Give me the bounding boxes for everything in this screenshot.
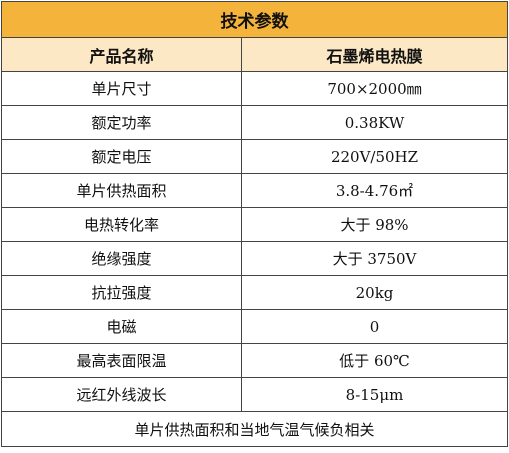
param-label: 抗拉强度 — [1, 275, 242, 310]
param-label: 单片供热面积 — [1, 173, 242, 208]
param-label: 额定电压 — [1, 139, 242, 174]
table-row: 单片供热面积 3.8-4.76㎡ — [1, 173, 508, 208]
header-cell-product: 石墨烯电热膜 — [241, 37, 508, 72]
param-label: 最高表面限温 — [1, 343, 242, 378]
param-value: 20kg — [241, 275, 508, 310]
table-row: 单片尺寸 700×2000㎜ — [1, 71, 508, 106]
table-row: 远红外线波长 8-15μm — [1, 377, 508, 412]
table-row: 最高表面限温 低于 60℃ — [1, 343, 508, 378]
param-value: 8-15μm — [241, 377, 508, 412]
param-label: 远红外线波长 — [1, 377, 242, 412]
param-label: 额定功率 — [1, 105, 242, 140]
table-row: 电磁 0 — [1, 309, 508, 344]
param-value: 0 — [241, 309, 508, 344]
param-value: 700×2000㎜ — [241, 71, 508, 106]
table-row: 电热转化率 大于 98% — [1, 207, 508, 242]
param-value: 大于 3750V — [241, 241, 508, 276]
param-value: 220V/50HZ — [241, 139, 508, 174]
table-row: 额定功率 0.38KW — [1, 105, 508, 140]
title-row: 技术参数 — [1, 1, 508, 38]
header-cell-name: 产品名称 — [1, 37, 242, 72]
param-label: 电热转化率 — [1, 207, 242, 242]
header-row: 产品名称 石墨烯电热膜 — [1, 37, 508, 72]
table-row: 绝缘强度 大于 3750V — [1, 241, 508, 276]
param-value: 3.8-4.76㎡ — [241, 173, 508, 208]
param-value: 低于 60℃ — [241, 343, 508, 378]
param-label: 绝缘强度 — [1, 241, 242, 276]
table-row: 抗拉强度 20kg — [1, 275, 508, 310]
table-row: 额定电压 220V/50HZ — [1, 139, 508, 174]
param-value: 0.38KW — [241, 105, 508, 140]
table-note: 单片供热面积和当地气温气候负相关 — [1, 411, 508, 447]
param-label: 单片尺寸 — [1, 71, 242, 106]
param-label: 电磁 — [1, 309, 242, 344]
table-title: 技术参数 — [1, 1, 508, 38]
param-value: 大于 98% — [241, 207, 508, 242]
note-row: 单片供热面积和当地气温气候负相关 — [1, 411, 508, 447]
